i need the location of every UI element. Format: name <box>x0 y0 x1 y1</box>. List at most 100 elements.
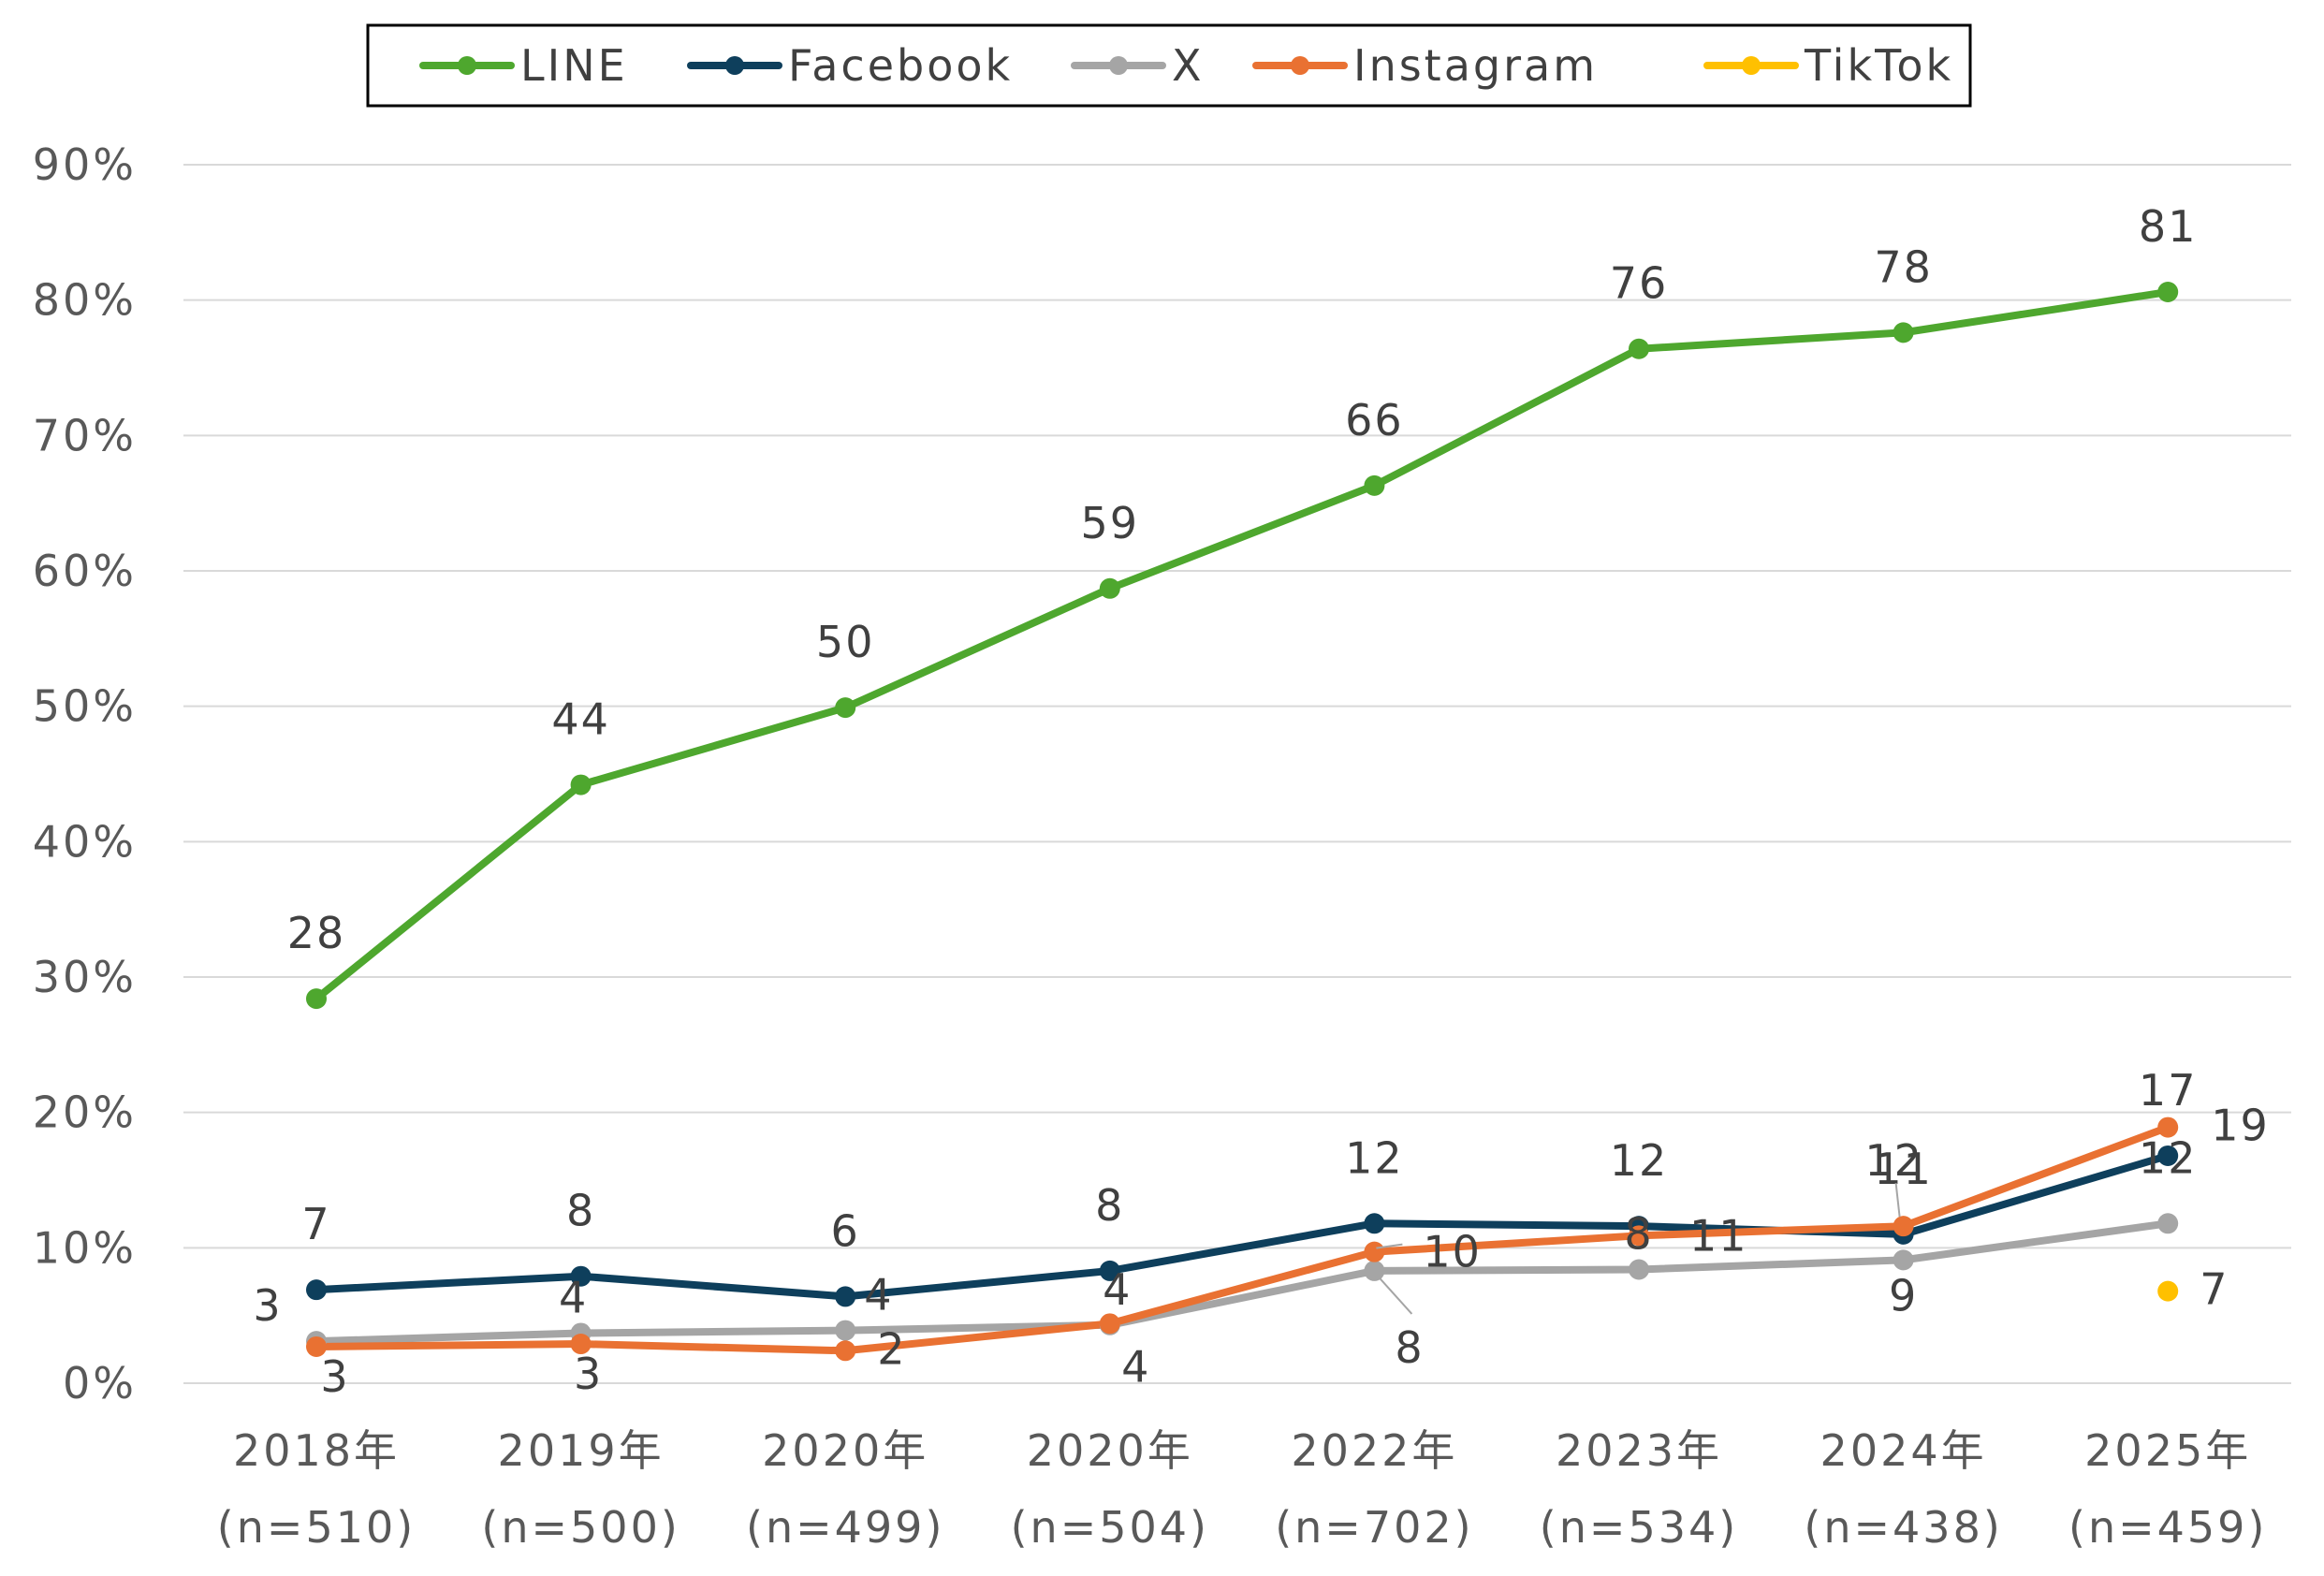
data-point-line <box>570 774 592 795</box>
legend-swatch-marker <box>1109 56 1128 75</box>
x-tick-label-sample: (n=500) <box>481 1502 680 1553</box>
data-point-instagram <box>306 1335 327 1357</box>
legend-swatch-marker <box>1291 56 1309 75</box>
data-point-line <box>1893 322 1914 343</box>
data-point-instagram <box>835 1340 856 1362</box>
y-tick-label: 60% <box>33 546 137 596</box>
y-tick-label: 90% <box>33 139 137 190</box>
data-point-line <box>306 988 327 1010</box>
data-label-x: 9 <box>1889 1270 1918 1321</box>
data-point-facebook <box>1364 1213 1385 1234</box>
data-label-line: 50 <box>816 617 875 667</box>
data-point-facebook <box>2157 1145 2179 1166</box>
data-point-x <box>835 1320 856 1341</box>
data-label-x: 3 <box>253 1280 282 1331</box>
x-tick-label-sample: (n=438) <box>1804 1502 2002 1553</box>
data-label-facebook: 8 <box>1095 1180 1124 1231</box>
data-label-instagram: 10 <box>1423 1227 1482 1277</box>
x-tick-label-sample: (n=459) <box>2068 1502 2267 1553</box>
data-point-facebook <box>1099 1260 1120 1281</box>
y-tick-label: 10% <box>33 1222 137 1273</box>
data-point-x <box>1629 1259 1649 1280</box>
data-label-line: 78 <box>1874 241 1933 292</box>
data-label-line: 76 <box>1610 258 1669 309</box>
data-point-instagram <box>2157 1116 2179 1138</box>
legend-item-facebook: Facebook <box>687 40 1013 91</box>
y-tick-label: 50% <box>33 681 137 732</box>
data-point-x <box>2157 1213 2179 1234</box>
data-point-line <box>835 697 856 719</box>
leader-line <box>1377 1276 1413 1315</box>
data-label-tiktok: 7 <box>2200 1264 2229 1315</box>
data-label-facebook: 11 <box>1874 1144 1933 1194</box>
y-tick-label: 30% <box>33 952 137 1002</box>
data-label-instagram: 12 <box>1864 1135 1923 1186</box>
x-tick-label-year: 2020年 <box>762 1425 928 1476</box>
legend-label: Instagram <box>1353 40 1598 91</box>
x-tick-label-year: 2018年 <box>233 1425 400 1476</box>
x-tick-label-year: 2023年 <box>1556 1425 1722 1476</box>
x-tick-label-sample: (n=499) <box>746 1502 944 1553</box>
data-point-instagram <box>1099 1313 1120 1335</box>
y-tick-label: 0% <box>63 1358 137 1408</box>
legend-label: LINE <box>520 40 628 91</box>
data-label-instagram: 11 <box>1689 1210 1748 1261</box>
data-label-facebook: 7 <box>301 1199 330 1249</box>
x-tick-label-sample: (n=504) <box>1011 1502 1209 1553</box>
x-tick-label-sample: (n=534) <box>1540 1502 1738 1553</box>
series-line-line <box>313 287 2172 1003</box>
data-label-x: 4 <box>1103 1264 1132 1315</box>
data-label-x: 4 <box>559 1272 588 1322</box>
y-tick-label: 80% <box>33 275 137 326</box>
x-tick-label-year: 2022年 <box>1291 1425 1457 1476</box>
data-label-instagram: 4 <box>1121 1341 1150 1392</box>
data-point-instagram <box>1893 1216 1914 1237</box>
data-label-line: 81 <box>2139 201 2198 252</box>
data-point-x <box>1364 1260 1385 1281</box>
data-label-facebook: 12 <box>1345 1132 1404 1183</box>
data-label-instagram: 2 <box>877 1323 906 1374</box>
legend-label: Facebook <box>788 40 1013 91</box>
y-tick-label: 70% <box>33 410 137 460</box>
leader-line <box>1894 1183 1901 1218</box>
data-point-facebook <box>835 1286 856 1307</box>
data-point-tiktok <box>2157 1280 2179 1302</box>
data-point-facebook <box>570 1265 592 1287</box>
data-point-line <box>1099 577 1120 599</box>
data-point-facebook <box>306 1279 327 1301</box>
legend-swatch-marker <box>1742 56 1761 75</box>
data-label-line: 44 <box>551 694 610 745</box>
data-point-instagram <box>1364 1241 1385 1262</box>
data-label-x: 12 <box>2139 1132 2198 1183</box>
data-label-line: 59 <box>1081 498 1140 548</box>
data-label-x: 4 <box>864 1270 893 1321</box>
data-point-line <box>1364 474 1385 496</box>
data-label-facebook: 12 <box>1610 1135 1669 1186</box>
series-line-facebook <box>313 1151 2172 1301</box>
legend-label: TikTok <box>1804 40 1953 91</box>
legend-swatch-marker <box>725 56 744 75</box>
data-point-line <box>2157 281 2179 302</box>
x-tick-label-year: 2020年 <box>1027 1425 1193 1476</box>
x-tick-label-year: 2024年 <box>1820 1425 1987 1476</box>
leader-line <box>1376 1243 1403 1249</box>
legend-box <box>366 23 1972 108</box>
legend-item-line: LINE <box>419 40 628 91</box>
data-label-facebook: 6 <box>831 1205 860 1256</box>
data-point-x <box>1893 1249 1914 1271</box>
series-line-instagram <box>313 1123 2172 1355</box>
legend-item-tiktok: TikTok <box>1703 40 1953 91</box>
data-label-line: 66 <box>1345 395 1404 445</box>
y-tick-label: 40% <box>33 816 137 867</box>
data-label-instagram: 19 <box>2211 1101 2270 1151</box>
data-label-instagram: 3 <box>320 1351 349 1402</box>
data-point-instagram <box>570 1334 592 1355</box>
legend-item-x: X <box>1071 40 1205 91</box>
data-label-line: 28 <box>287 908 346 958</box>
legend-label: X <box>1172 40 1205 91</box>
data-label-facebook: 8 <box>566 1186 595 1236</box>
data-label-x: 8 <box>1624 1208 1653 1259</box>
data-label-facebook: 17 <box>2139 1065 2198 1116</box>
